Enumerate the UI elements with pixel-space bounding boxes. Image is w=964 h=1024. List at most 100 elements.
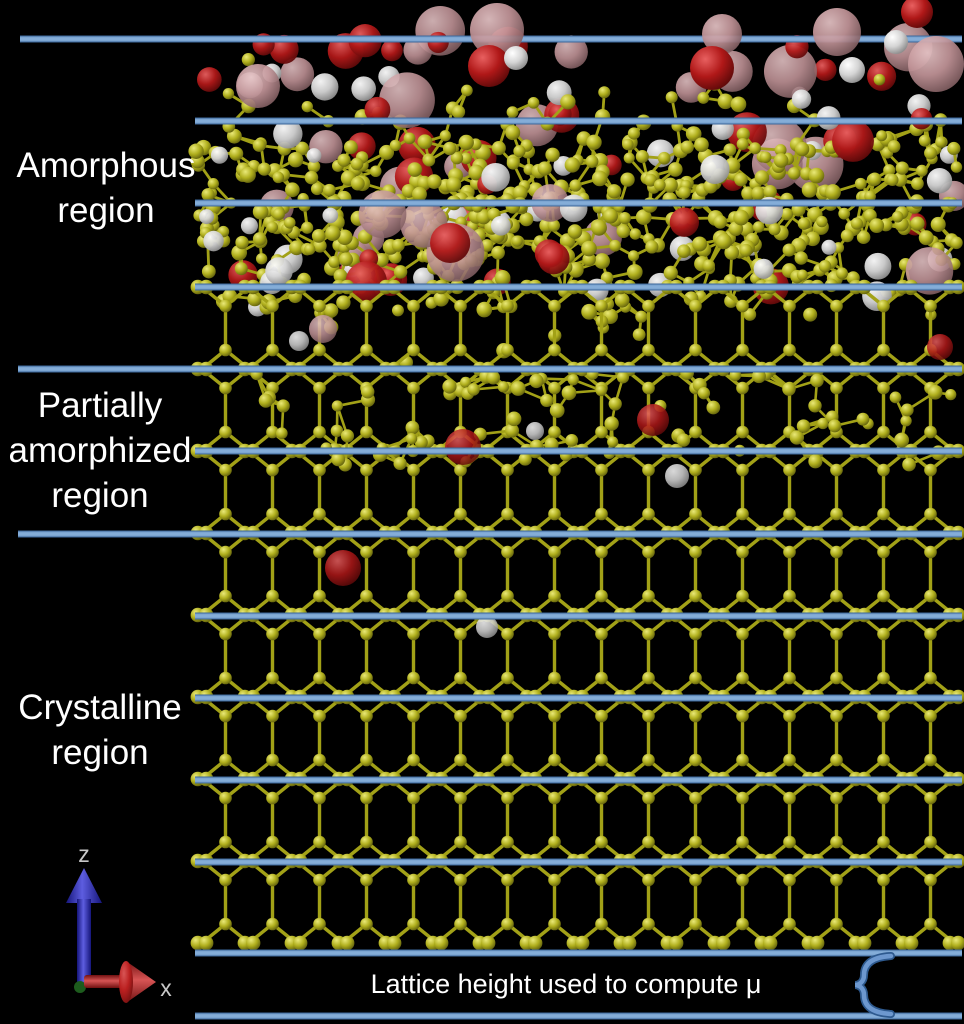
lattice-atom xyxy=(454,343,467,357)
yellow-atom xyxy=(738,221,754,237)
yellow-atom xyxy=(816,215,828,228)
yellow-atom xyxy=(423,154,436,167)
pink-atom xyxy=(403,35,433,65)
lattice-atom xyxy=(736,627,749,641)
lattice-atom xyxy=(924,791,937,805)
lattice-atom xyxy=(219,425,232,439)
lattice-atom xyxy=(501,671,514,685)
yellow-atom xyxy=(405,420,420,435)
yellow-atom xyxy=(252,232,267,246)
yellow-atom xyxy=(188,143,204,159)
lattice-pair-atom xyxy=(575,935,590,951)
white-defect-atom xyxy=(526,422,544,440)
yellow-atom xyxy=(950,161,963,173)
lattice-atom xyxy=(595,589,608,603)
yellow-atom xyxy=(945,389,957,401)
yellow-atom xyxy=(828,419,842,433)
red-atom xyxy=(468,45,510,87)
yellow-atom xyxy=(900,403,914,417)
lattice-atom xyxy=(407,753,420,767)
lattice-atom xyxy=(877,873,890,887)
layer-line xyxy=(195,199,962,207)
lattice-atom xyxy=(736,873,749,887)
lattice-atom xyxy=(689,917,702,931)
yellow-atom xyxy=(328,255,341,268)
yellow-atom xyxy=(241,53,255,67)
lattice-atom xyxy=(360,299,373,313)
lattice-atom xyxy=(454,753,467,767)
lattice-atom xyxy=(313,425,326,439)
yellow-atom xyxy=(930,216,946,232)
yellow-atom xyxy=(295,141,310,156)
lattice-atom xyxy=(924,753,937,767)
lattice-pair-atom xyxy=(951,935,964,951)
yellow-atom xyxy=(301,221,314,234)
yellow-atom xyxy=(585,154,599,168)
yellow-atom xyxy=(947,141,961,156)
lattice-atom xyxy=(924,627,937,641)
yellow-atom xyxy=(635,209,652,225)
lattice-atom xyxy=(266,873,279,887)
yellow-atom xyxy=(506,411,522,427)
lattice-atom xyxy=(266,343,279,357)
lattice-atom xyxy=(407,709,420,723)
yellow-atom xyxy=(869,218,885,233)
lattice-atom xyxy=(407,463,420,477)
lattice-atom xyxy=(266,545,279,559)
yellow-atom xyxy=(678,186,691,199)
lattice-atom xyxy=(642,381,655,395)
lattice-atom xyxy=(642,835,655,849)
lattice-atom xyxy=(266,463,279,477)
lattice-atom xyxy=(830,791,843,805)
lattice-atom xyxy=(454,507,467,521)
yellow-atom xyxy=(918,230,934,246)
lattice-pair-atom xyxy=(904,935,919,951)
lattice-atom xyxy=(454,545,467,559)
lattice-atom xyxy=(360,507,373,521)
lattice-atom xyxy=(689,463,702,477)
lattice-pair-atom xyxy=(763,935,778,951)
lattice-atom xyxy=(689,507,702,521)
lattice-atom xyxy=(548,381,561,395)
red-atom xyxy=(814,58,837,81)
yellow-atom xyxy=(618,211,631,225)
yellow-atom xyxy=(918,134,931,147)
layer-boundary-lines xyxy=(18,35,962,1020)
lattice-atom xyxy=(689,671,702,685)
yellow-atom xyxy=(730,96,747,113)
yellow-atom xyxy=(734,172,748,187)
brace-stroke xyxy=(854,953,894,1017)
yellow-atom xyxy=(697,387,711,400)
lattice-atom xyxy=(830,709,843,723)
lattice-atom xyxy=(783,671,796,685)
lattice-atom xyxy=(219,589,232,603)
yellow-atom xyxy=(235,235,249,250)
lattice-atom xyxy=(642,545,655,559)
layer-line xyxy=(195,694,962,702)
yellow-atom xyxy=(461,84,473,97)
lattice-atom xyxy=(877,299,890,313)
lattice-atom xyxy=(313,873,326,887)
lattice-atom xyxy=(266,589,279,603)
lattice-atom xyxy=(924,873,937,887)
lattice-atom xyxy=(642,791,655,805)
yellow-atom xyxy=(894,432,910,448)
lattice-atom xyxy=(783,709,796,723)
label-crystalline-region-line1: Crystalline xyxy=(18,688,181,727)
red-atom xyxy=(430,222,471,264)
lattice-atom xyxy=(266,671,279,685)
yellow-atom xyxy=(287,151,304,168)
lattice-atom xyxy=(642,343,655,357)
lattice-atom xyxy=(689,709,702,723)
yellow-atom xyxy=(886,173,899,187)
yellow-atom xyxy=(591,219,607,236)
lattice-atom xyxy=(360,753,373,767)
yellow-atom xyxy=(663,265,678,280)
lattice-atom xyxy=(407,343,420,357)
lattice-atom xyxy=(830,381,843,395)
yellow-atom xyxy=(789,430,805,445)
lattice-atom xyxy=(407,299,420,313)
yellow-atom xyxy=(749,142,762,155)
layer-line xyxy=(195,612,962,620)
